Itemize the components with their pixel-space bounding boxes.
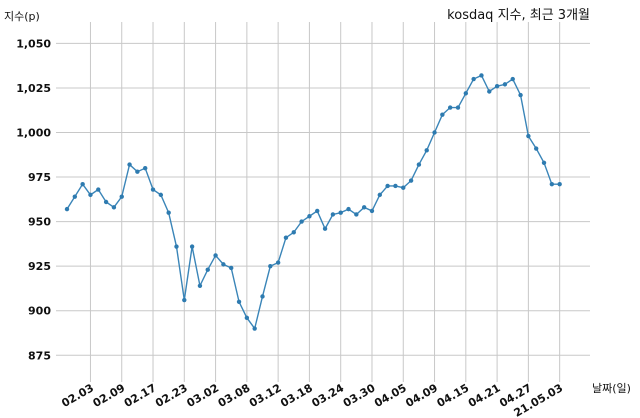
data-point — [479, 73, 484, 78]
data-point — [143, 165, 148, 171]
data-point — [127, 162, 132, 167]
data-point — [229, 265, 234, 271]
data-points — [64, 73, 562, 331]
data-point — [354, 212, 359, 217]
y-tick-label: 950 — [28, 216, 51, 229]
x-tick-label: 04.09 — [403, 381, 440, 410]
data-point — [534, 146, 539, 151]
data-point — [119, 194, 124, 199]
data-point — [307, 214, 312, 219]
data-point — [401, 185, 406, 190]
grid — [56, 22, 590, 382]
data-point — [338, 210, 343, 215]
data-point — [549, 181, 555, 187]
x-tick-label: 02.23 — [153, 381, 190, 410]
data-point — [135, 169, 140, 174]
x-tick-label: 04.21 — [466, 381, 503, 410]
data-point — [72, 194, 78, 199]
x-tick-label: 03.30 — [341, 381, 378, 410]
y-axis-label: 지수(p) — [4, 10, 40, 23]
data-point — [103, 199, 109, 205]
data-point — [518, 92, 523, 98]
x-tick-label: 03.12 — [247, 381, 284, 410]
data-point — [369, 208, 375, 214]
data-point — [221, 262, 226, 267]
data-point — [330, 212, 336, 217]
x-axis-label: 날짜(일) — [592, 381, 631, 395]
data-point — [424, 148, 429, 153]
data-point — [174, 244, 179, 249]
data-point — [182, 297, 187, 303]
data-point — [455, 105, 461, 110]
data-point — [166, 210, 171, 215]
data-point — [541, 160, 547, 165]
data-point — [80, 181, 85, 187]
data-point — [283, 235, 289, 240]
chart-title: kosdaq 지수, 최근 3개월 — [447, 8, 590, 23]
data-point — [291, 230, 296, 235]
data-point — [150, 187, 156, 192]
y-tick-label: 1,000 — [16, 126, 51, 139]
data-point — [197, 283, 203, 288]
data-point — [487, 89, 492, 94]
x-tick-label: 03.18 — [278, 381, 315, 410]
data-point — [385, 183, 390, 189]
data-point — [447, 105, 453, 110]
data-point — [205, 267, 210, 272]
data-point — [158, 192, 164, 198]
data-point — [346, 206, 351, 212]
data-point — [494, 83, 500, 89]
data-point — [244, 315, 250, 321]
data-point — [408, 178, 414, 183]
data-point — [189, 244, 195, 249]
y-tick-label: 925 — [28, 260, 51, 273]
x-tick-label: 03.02 — [184, 381, 221, 410]
data-point — [440, 112, 445, 117]
x-tick-label: 02.17 — [122, 381, 159, 410]
x-tick-label: 02.09 — [91, 381, 128, 410]
series-line — [66, 74, 560, 331]
y-tick-label: 975 — [28, 171, 51, 184]
data-point — [463, 91, 469, 96]
data-point — [260, 294, 265, 299]
x-tick-label: 04.05 — [372, 381, 409, 410]
x-axis-ticks: 02.0302.0902.1702.2303.0203.0803.1203.18… — [59, 381, 565, 418]
data-point — [510, 76, 515, 82]
data-point — [361, 205, 367, 210]
data-point — [252, 326, 257, 331]
y-axis-ticks: 875 900 925 950 975 1,000 1,025 1,050 — [16, 37, 51, 362]
data-point — [299, 219, 304, 224]
y-tick-label: 1,050 — [16, 37, 51, 50]
y-tick-label: 1,025 — [16, 82, 51, 95]
x-tick-label: 03.08 — [216, 381, 253, 410]
data-point — [275, 260, 281, 265]
data-point — [471, 76, 476, 82]
data-point — [502, 82, 508, 87]
data-point — [213, 253, 218, 258]
data-point — [315, 208, 320, 214]
data-point — [526, 133, 531, 139]
data-point — [322, 226, 328, 231]
data-point — [393, 183, 398, 189]
data-point — [377, 192, 382, 198]
data-point — [64, 206, 70, 212]
data-point — [88, 192, 93, 198]
data-point — [236, 299, 242, 305]
data-point — [96, 187, 101, 192]
data-point — [557, 181, 562, 187]
x-tick-label: 04.15 — [435, 381, 472, 410]
data-point — [268, 263, 273, 269]
y-tick-label: 900 — [28, 305, 51, 318]
y-tick-label: 875 — [28, 349, 51, 362]
x-tick-label: 03.24 — [310, 381, 347, 410]
data-point — [111, 205, 117, 210]
data-point — [432, 130, 437, 135]
data-point — [416, 162, 422, 167]
x-tick-label: 02.03 — [59, 381, 96, 410]
